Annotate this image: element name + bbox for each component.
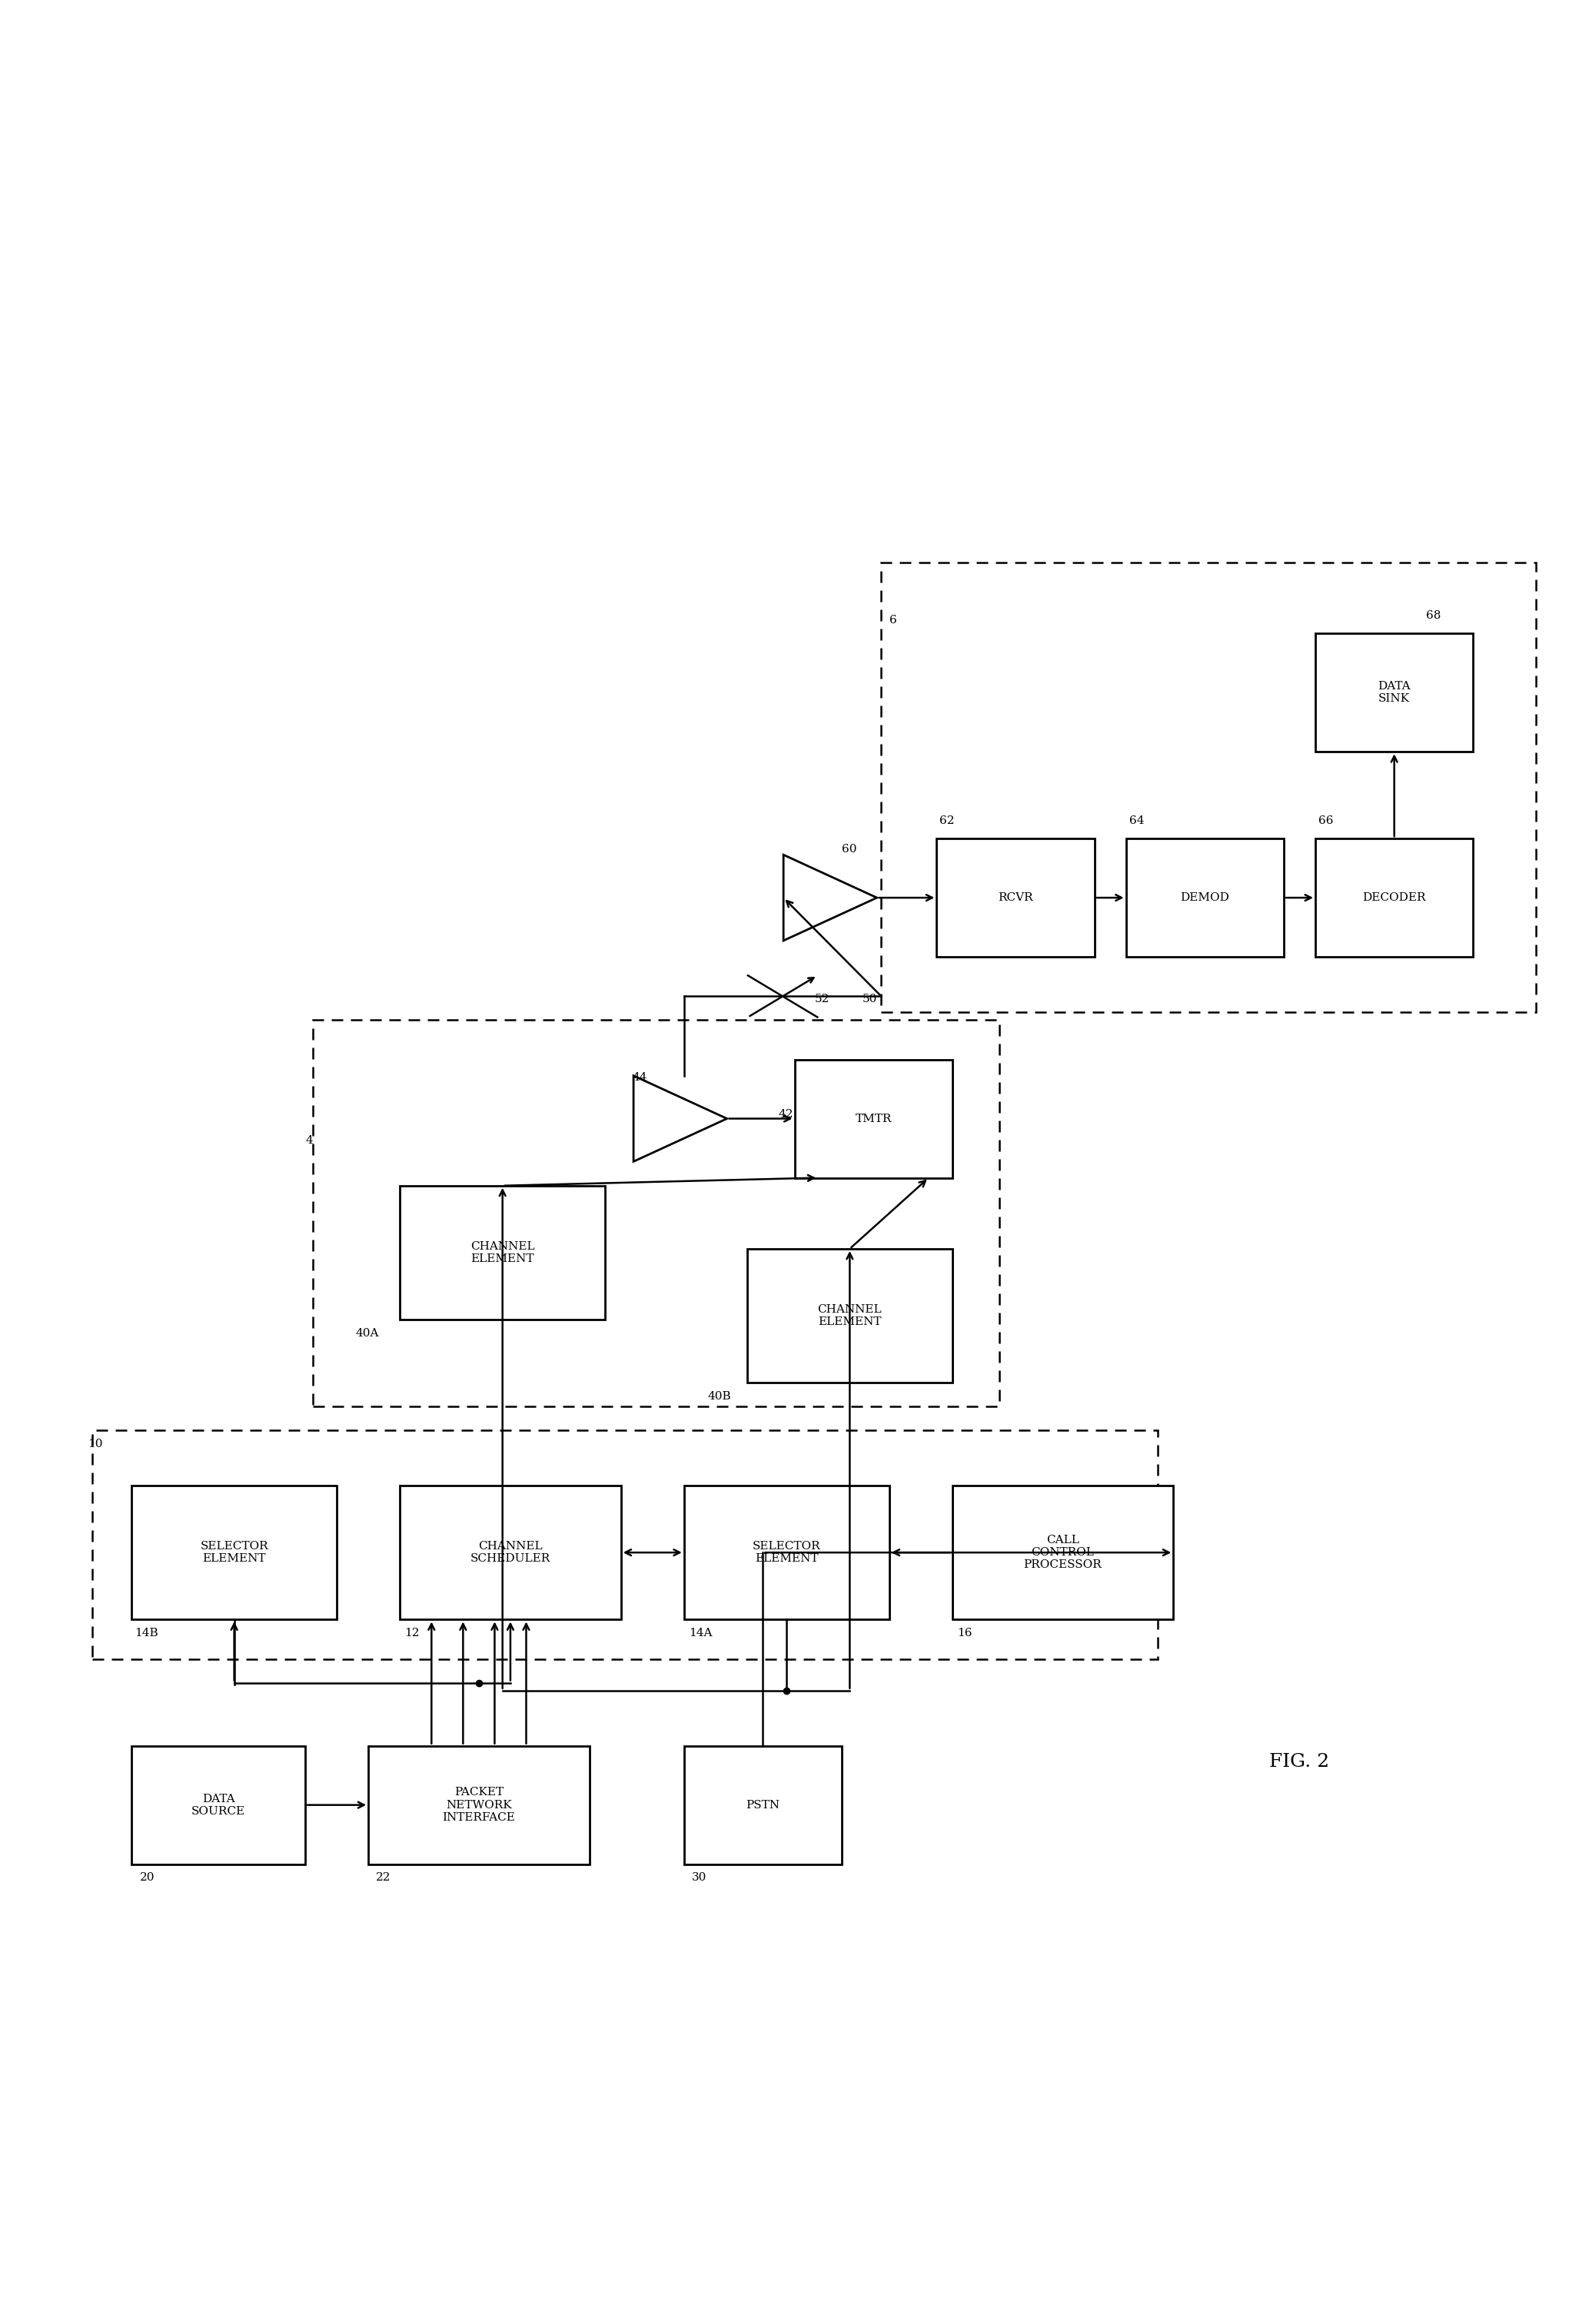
Text: SELECTOR
ELEMENT: SELECTOR ELEMENT	[753, 1541, 820, 1564]
Text: 64: 64	[1130, 816, 1144, 825]
Text: 22: 22	[377, 1873, 391, 1882]
Text: 6: 6	[890, 616, 896, 625]
Text: 20: 20	[140, 1873, 154, 1882]
Text: 44: 44	[632, 1071, 647, 1083]
Bar	[313, 1020, 999, 1406]
Text: 52: 52	[815, 992, 829, 1004]
Bar	[1127, 839, 1284, 957]
Text: 16: 16	[957, 1627, 972, 1638]
Bar	[400, 1185, 605, 1320]
Bar	[683, 1485, 890, 1620]
Text: 42: 42	[779, 1109, 794, 1120]
Text: CALL
CONTROL
PROCESSOR: CALL CONTROL PROCESSOR	[1023, 1534, 1101, 1571]
Text: 62: 62	[939, 816, 955, 825]
Text: 4: 4	[305, 1136, 313, 1146]
Bar	[92, 1429, 1157, 1659]
Text: 68: 68	[1425, 609, 1441, 621]
Text: 14B: 14B	[135, 1627, 159, 1638]
Bar	[936, 839, 1095, 957]
Text: RCVR: RCVR	[998, 892, 1033, 904]
Bar	[747, 1248, 952, 1383]
Text: 50: 50	[863, 992, 877, 1004]
Bar	[132, 1485, 337, 1620]
Text: TMTR: TMTR	[855, 1113, 891, 1125]
Bar	[794, 1060, 952, 1178]
Bar	[683, 1745, 842, 1864]
Bar	[882, 562, 1537, 1013]
Text: CHANNEL
ELEMENT: CHANNEL ELEMENT	[470, 1241, 534, 1264]
Text: 60: 60	[842, 844, 856, 855]
Bar	[369, 1745, 590, 1864]
Text: 10: 10	[87, 1439, 102, 1450]
Text: FIG. 2: FIG. 2	[1270, 1752, 1330, 1771]
Text: 40B: 40B	[707, 1392, 731, 1401]
Text: DECODER: DECODER	[1362, 892, 1425, 904]
Bar	[1316, 839, 1473, 957]
Text: DATA
SINK: DATA SINK	[1378, 681, 1411, 704]
Text: 14A: 14A	[688, 1627, 712, 1638]
Text: CHANNEL
SCHEDULER: CHANNEL SCHEDULER	[470, 1541, 550, 1564]
Text: 40A: 40A	[356, 1327, 380, 1339]
Text: PACKET
NETWORK
INTERFACE: PACKET NETWORK INTERFACE	[442, 1787, 515, 1822]
Text: 66: 66	[1319, 816, 1333, 825]
Text: 30: 30	[691, 1873, 707, 1882]
Bar	[952, 1485, 1173, 1620]
Text: PSTN: PSTN	[745, 1799, 780, 1810]
Text: SELECTOR
ELEMENT: SELECTOR ELEMENT	[200, 1541, 269, 1564]
Bar	[1316, 634, 1473, 751]
Bar	[400, 1485, 621, 1620]
Text: 12: 12	[405, 1627, 419, 1638]
Bar	[132, 1745, 305, 1864]
Text: DATA
SOURCE: DATA SOURCE	[191, 1794, 245, 1817]
Text: CHANNEL
ELEMENT: CHANNEL ELEMENT	[818, 1304, 882, 1327]
Text: DEMOD: DEMOD	[1181, 892, 1230, 904]
